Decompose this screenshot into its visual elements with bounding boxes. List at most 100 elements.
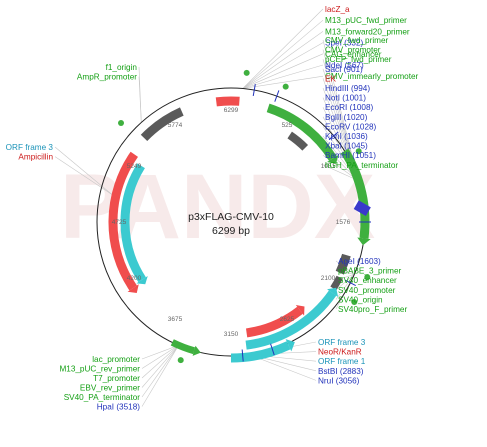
- feature-label: SV40pro_F_primer: [338, 305, 407, 314]
- feature-label: AmpR_promoter: [77, 73, 137, 82]
- leader-line: [141, 345, 179, 398]
- feature-label: Ampicillin: [18, 153, 53, 162]
- feature-label: lac_promoter: [92, 355, 140, 364]
- feature-label: ORF frame 1: [318, 357, 366, 366]
- cyan-orf1-bottom-arc: [230, 341, 291, 363]
- feature-labels: lacZ_a M13_pUC_fwd_primer M13_forward20_pr…: [6, 5, 419, 412]
- leader-line: [141, 345, 179, 388]
- red-neo-arc-head: [295, 304, 305, 316]
- cyan-orf3-bottom-arc: [245, 290, 337, 350]
- site-tick: [328, 131, 339, 141]
- site-tick: [252, 84, 256, 97]
- leader-line: [242, 53, 324, 89]
- gray-hgh-arc: [335, 253, 351, 275]
- feature-label: CMV_immearly_promoter: [325, 72, 419, 81]
- feature-label: pBABE_3_primer: [338, 267, 402, 276]
- red-ampicillin-arc-head: [127, 284, 139, 294]
- tick-labels: 6299 525 1051 1576 2100 2625 3150 3675 4200 4725 5…: [112, 107, 351, 338]
- feature-label: NdeI (567): [325, 61, 364, 70]
- feature-marker: [243, 69, 250, 76]
- feature-label: AgeI (1603): [338, 257, 381, 266]
- feature-marker: [351, 299, 358, 306]
- tick-label: 6299: [224, 107, 239, 114]
- leader-line: [54, 156, 113, 195]
- tick-label: 3150: [224, 331, 239, 338]
- feature-marker: [364, 274, 371, 281]
- leader-line: [335, 274, 355, 300]
- feature-label: CMV_fwd_primer: [325, 36, 389, 45]
- feature-label: EBV_rev_primer: [80, 384, 140, 393]
- leader-line: [242, 31, 324, 89]
- feature-label: HindIII (994): [325, 84, 370, 93]
- feature-label: SacI (901): [325, 65, 363, 74]
- feature-label: NotI (1001): [325, 94, 366, 103]
- leader-line: [141, 345, 179, 407]
- feature-marker: [355, 148, 362, 155]
- leader-line: [141, 345, 179, 379]
- feature-label: NeoR/KanR: [318, 348, 362, 357]
- tick-label: 1576: [336, 219, 351, 226]
- leader-line: [322, 164, 359, 181]
- tick-label: 4200: [127, 275, 142, 282]
- feature-label: BstBI (2883): [318, 367, 364, 376]
- green-sv40pa-arc-head: [192, 345, 201, 356]
- cyan-orf3-bottom-arc-head: [327, 287, 339, 297]
- tick-label: 5249: [127, 163, 142, 170]
- plasmid-size: 6299 bp: [212, 225, 250, 237]
- gray-f1-arc: [140, 107, 184, 142]
- cyan-orf3-left-arc: [120, 163, 146, 283]
- leader-line: [141, 345, 179, 360]
- cyan-orf1-bottom-arc-head: [285, 339, 295, 352]
- feature-label: SV40_enhancer: [338, 276, 397, 285]
- site-tick: [241, 349, 244, 362]
- feature-label: BamHI (1051): [325, 151, 376, 160]
- feature-marker: [282, 83, 289, 90]
- tick-label: 2100: [321, 275, 336, 282]
- feature-arcs: [108, 69, 371, 364]
- feature-label: SV40_PA_terminator: [64, 393, 141, 402]
- feature-label: CAG_enhancer: [325, 50, 382, 59]
- feature-marker: [118, 119, 125, 126]
- tick-label: 4725: [112, 219, 127, 226]
- cyan-orf3-left-arc-head: [136, 276, 148, 285]
- tick-label: 1051: [321, 163, 336, 170]
- tick-label: 5774: [168, 122, 183, 129]
- green-cmv-arc-head: [327, 154, 339, 164]
- leader-line: [242, 19, 324, 89]
- site-tick: [274, 90, 280, 102]
- feature-label: ORF frame 3: [318, 338, 366, 347]
- red-neo-arc: [245, 306, 303, 338]
- red-ampicillin-arc: [108, 151, 139, 291]
- tick-label: 525: [282, 122, 293, 129]
- plasmid-name: p3xFLAG-CMV-10: [188, 211, 274, 223]
- feature-label: hGH_PA_terminator: [325, 161, 398, 170]
- feature-label: EK: [325, 74, 336, 83]
- feature-label: CMV_promoter: [325, 46, 381, 55]
- feature-label: XbaI (1045): [325, 142, 368, 151]
- leader-line: [242, 42, 324, 89]
- feature-label: T7_promoter: [93, 374, 140, 383]
- site-tick: [344, 279, 356, 287]
- leader-line: [242, 64, 324, 89]
- feature-label: lacZ_a: [325, 5, 350, 14]
- mcs-box: [353, 200, 371, 217]
- feature-label: ORF frame 3: [6, 143, 54, 152]
- gray-cag-arc: [287, 131, 309, 151]
- feature-label: EcoRV (1028): [325, 122, 377, 131]
- leader-line: [141, 345, 179, 369]
- green-cmv-promoter-arc: [340, 148, 370, 239]
- green-cmv-promoter-arc-head: [357, 237, 371, 246]
- feature-label: pCEP_fwd_primer: [325, 55, 392, 64]
- feature-label: M13_pUC_fwd_primer: [325, 16, 407, 25]
- feature-label: EcoRI (1008): [325, 103, 374, 112]
- feature-label: M13_pUC_rev_primer: [59, 365, 140, 374]
- feature-label: f1_origin: [106, 63, 138, 72]
- feature-label: SV40_promoter: [338, 286, 396, 295]
- feature-label: BglII (1020): [325, 113, 368, 122]
- feature-label: HpaI (3518): [97, 403, 141, 412]
- feature-marker: [177, 357, 184, 364]
- feature-label: M13_forward20_primer: [325, 27, 410, 36]
- leader-line: [335, 274, 355, 291]
- green-cmv-arc: [266, 103, 337, 161]
